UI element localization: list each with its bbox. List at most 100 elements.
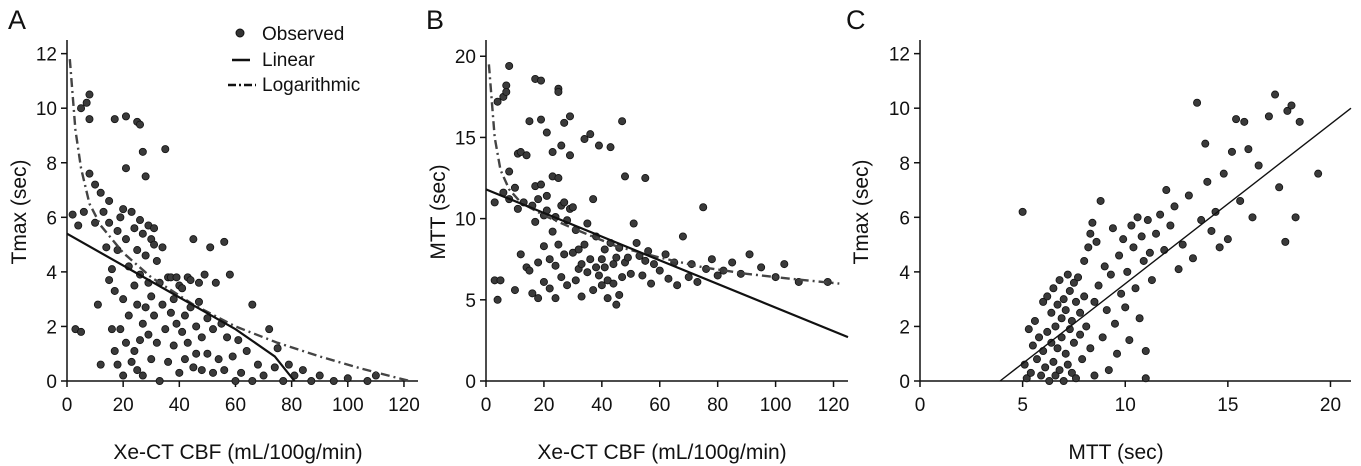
data-point (565, 112, 574, 121)
data-point (180, 311, 189, 320)
data-point (1188, 254, 1197, 263)
data-point (1076, 330, 1085, 339)
y-tick-label: 2 (46, 317, 57, 338)
data-point (1100, 262, 1109, 271)
data-point (175, 368, 184, 377)
data-point (612, 300, 621, 309)
data-point (1110, 319, 1119, 328)
data-point (537, 115, 546, 124)
data-point (150, 240, 159, 249)
data-point (1106, 270, 1115, 279)
data-point (121, 338, 130, 347)
data-point (82, 98, 91, 107)
data-point (307, 376, 316, 385)
data-point (1232, 115, 1241, 124)
data-point (178, 327, 187, 336)
data-point (1032, 355, 1041, 364)
y-tick-label: 10 (455, 210, 476, 231)
y-tick-label: 8 (899, 154, 910, 175)
data-point (626, 269, 635, 278)
data-point (1055, 366, 1064, 375)
data-point (138, 371, 147, 380)
data-point (133, 366, 142, 375)
data-point (554, 87, 563, 96)
data-point (1051, 371, 1060, 380)
data-point (1127, 221, 1136, 230)
data-point (214, 355, 223, 364)
data-point (1053, 300, 1062, 309)
data-point (77, 104, 86, 113)
data-point (1170, 202, 1179, 211)
data-point (189, 235, 198, 244)
data-point (537, 76, 546, 85)
data-point (1080, 292, 1089, 301)
data-point (1143, 216, 1152, 225)
data-point (315, 371, 324, 380)
x-tick-label: 10 (1115, 395, 1136, 416)
legend-a: Observed Linear Logarithmic (228, 24, 360, 96)
data-point (68, 210, 77, 219)
x-tick-label: 120 (818, 395, 850, 416)
data-point (1240, 117, 1249, 126)
data-point (121, 112, 130, 121)
x-tick-label: 80 (707, 395, 728, 416)
data-point (141, 172, 150, 181)
x-tick-label: 20 (1320, 395, 1341, 416)
x-axis-label-a: Xe-CT CBF (mL/100g/min) (113, 441, 362, 464)
data-point (234, 336, 243, 345)
data-point (1043, 292, 1052, 301)
data-point (265, 325, 274, 334)
data-point (1129, 243, 1138, 252)
data-point (220, 237, 229, 246)
data-point (516, 250, 525, 259)
data-point (728, 258, 737, 267)
data-point (172, 319, 181, 328)
data-point (1080, 256, 1089, 265)
data-point (1061, 306, 1070, 315)
data-point (105, 218, 114, 227)
data-point (1069, 278, 1078, 287)
legend-linear-label: Linear (262, 50, 315, 71)
data-point (1135, 314, 1144, 323)
data-point (1092, 237, 1101, 246)
y-tick-label: 10 (36, 99, 57, 120)
data-point (192, 349, 201, 358)
data-point (1067, 368, 1076, 377)
panel-a: A 0 20 40 60 80 100 120 0 2 4 6 8 10 12 Xe-CT CBF (mL… (8, 5, 420, 464)
data-point (248, 376, 257, 385)
data-point (1039, 346, 1048, 355)
data-point (560, 118, 569, 127)
data-point (1121, 303, 1130, 312)
data-point (116, 213, 125, 222)
legend-observed-label: Observed (262, 24, 344, 45)
data-point (1281, 237, 1290, 246)
data-point (211, 278, 220, 287)
y-tick-label: 20 (455, 47, 476, 68)
data-point (1295, 117, 1304, 126)
data-point (1071, 297, 1080, 306)
data-point (158, 300, 167, 309)
data-point (583, 268, 592, 277)
data-point (568, 203, 577, 212)
data-point (1069, 338, 1078, 347)
data-point (548, 227, 557, 236)
data-point (172, 273, 181, 282)
data-point (194, 297, 203, 306)
data-point (641, 256, 650, 265)
data-point (1137, 232, 1146, 241)
data-point (1141, 346, 1150, 355)
x-tick-label: 20 (533, 395, 554, 416)
data-point (85, 90, 94, 99)
data-point (1219, 169, 1228, 178)
data-point (571, 276, 580, 285)
x-tick-label: 20 (113, 395, 134, 416)
data-point (1076, 308, 1085, 317)
data-point (99, 207, 108, 216)
y-tick-label: 8 (46, 154, 57, 175)
data-point (1074, 273, 1083, 282)
data-point (632, 238, 641, 247)
data-point (79, 207, 88, 216)
data-point (363, 376, 372, 385)
data-point (85, 169, 94, 178)
